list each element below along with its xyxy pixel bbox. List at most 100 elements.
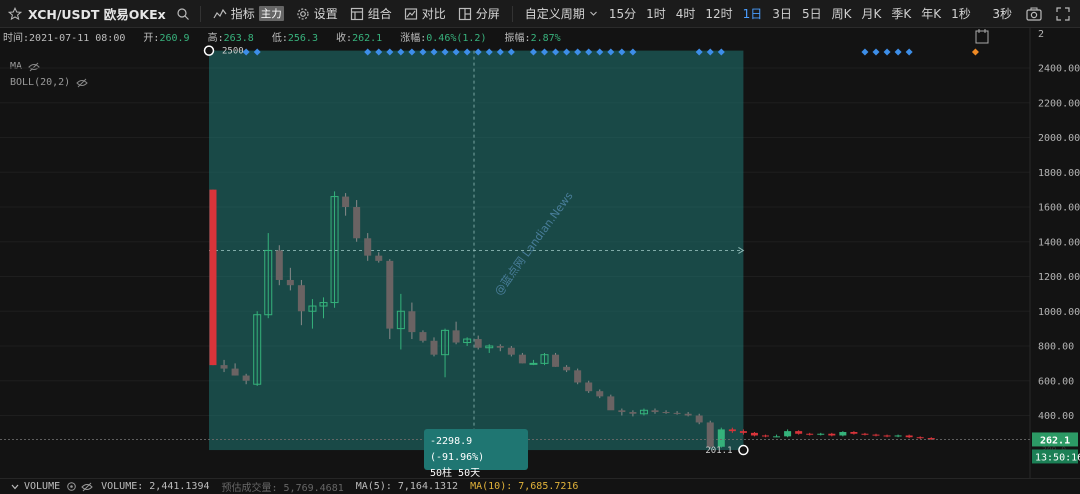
indicators-button[interactable]: 指标 主力 <box>207 5 290 22</box>
signal-marker <box>242 48 250 56</box>
ma10-value: 7,685.7216 <box>518 481 579 492</box>
interval-quarter[interactable]: 季K <box>891 7 912 21</box>
candle-body <box>353 207 361 239</box>
signal-marker <box>618 48 626 56</box>
interval-year[interactable]: 年K <box>921 7 942 21</box>
camera-icon[interactable] <box>1026 7 1042 21</box>
chevron-down-icon <box>589 11 597 16</box>
candle-body <box>762 435 769 437</box>
interval-month[interactable]: 月K <box>861 7 882 21</box>
signal-marker <box>872 48 880 56</box>
split-screen-button[interactable]: 分屏 <box>452 5 506 22</box>
candle-body <box>728 429 736 432</box>
signal-marker <box>441 48 449 56</box>
star-icon[interactable] <box>8 6 22 21</box>
layout-icon <box>350 7 363 20</box>
measure-end-handle <box>738 444 749 456</box>
settings-small-icon[interactable] <box>66 481 77 492</box>
price-tick-label: 1400.00 <box>1038 237 1080 248</box>
candle-body <box>209 189 217 366</box>
volume-legend: VOLUME VOLUME: 2,441.1394 预估成交量: 5,769.468… <box>0 478 1080 494</box>
candle-body <box>773 436 781 438</box>
current-price-tag <box>1032 432 1078 447</box>
fullscreen-icon[interactable] <box>1056 6 1070 21</box>
candle-body <box>463 338 472 344</box>
close-value: 262.1 <box>352 33 383 44</box>
eye-off-icon[interactable] <box>76 78 88 88</box>
price-tick-label: 1800.00 <box>1038 168 1080 179</box>
candle-body <box>662 412 670 414</box>
candle-body <box>396 310 405 330</box>
interval-1s[interactable]: 1秒 <box>951 7 971 21</box>
candle-body <box>916 437 924 439</box>
candle-body <box>850 432 858 434</box>
candle-body <box>905 435 913 438</box>
candle-body <box>474 339 482 348</box>
interval-1d[interactable]: 1日 <box>742 7 763 21</box>
candle-body <box>629 412 637 414</box>
candle-body <box>375 255 383 261</box>
candle-body <box>231 368 239 376</box>
compare-icon <box>404 7 417 20</box>
search-icon[interactable] <box>176 7 190 21</box>
volume-value: 2,441.1394 <box>149 481 210 492</box>
alarm-icon[interactable] <box>975 29 989 44</box>
interval-12h[interactable]: 12时 <box>705 7 733 21</box>
price-tick-label: 2400.00 <box>1038 64 1080 75</box>
candle-body <box>673 412 681 414</box>
candle-body <box>308 305 317 312</box>
candle-body <box>872 434 880 436</box>
candle-body <box>264 249 273 316</box>
change-label: 涨幅: <box>400 33 427 44</box>
price-tick-label: 2000.00 <box>1038 133 1080 144</box>
signal-marker <box>397 48 405 56</box>
symbol-label: XCH/USDT 欧易OKEx <box>28 7 166 22</box>
candle-body <box>253 314 262 385</box>
candle-body <box>330 196 339 304</box>
interval-3d[interactable]: 3日 <box>772 7 792 21</box>
signal-marker <box>430 48 438 56</box>
price-tick-label: 600.00 <box>1038 376 1074 387</box>
time-value: 2021-07-11 08:00 <box>29 33 126 44</box>
signal-marker <box>894 48 902 56</box>
interval-1h[interactable]: 1时 <box>646 7 666 21</box>
candle-body <box>441 329 450 356</box>
signal-marker <box>905 48 913 56</box>
candle-body <box>419 332 427 341</box>
candle-body <box>242 375 250 381</box>
eye-off-icon[interactable] <box>28 62 40 72</box>
symbol-title[interactable]: XCH/USDT 欧易OKEx <box>0 4 172 23</box>
settings-button[interactable]: 设置 <box>290 5 344 22</box>
interval-15m[interactable]: 15分 <box>608 7 637 21</box>
compare-button[interactable]: 对比 <box>398 5 452 22</box>
main-badge: 主力 <box>258 6 284 21</box>
time-label: 时间: <box>3 33 30 44</box>
countdown-tag <box>1032 449 1078 464</box>
refresh-interval[interactable]: 3秒 <box>992 7 1012 21</box>
measure-change: -2298.9 (-91.96%) <box>430 436 485 463</box>
interval-4h[interactable]: 4时 <box>675 7 696 21</box>
signal-marker <box>629 48 637 56</box>
interval-week[interactable]: 周K <box>831 7 852 21</box>
chevron-down-icon[interactable] <box>10 482 20 492</box>
current-price-value: 262.1 <box>1040 435 1070 446</box>
measure-start-handle <box>203 45 215 56</box>
candle-body <box>319 302 328 307</box>
toolbar-divider <box>511 5 513 22</box>
signal-marker <box>375 48 383 56</box>
crosshair-arrow <box>738 247 745 254</box>
custom-period-dropdown[interactable]: 自定义周期 <box>519 5 604 22</box>
ma-indicator[interactable]: MA <box>10 59 88 75</box>
candle-body <box>574 370 582 383</box>
price-tick-label: 2200.00 <box>1038 98 1080 109</box>
eye-off-icon[interactable] <box>81 482 93 492</box>
candle-body <box>883 435 891 437</box>
interval-5d[interactable]: 5日 <box>801 7 822 21</box>
price-tick-label: 1000.00 <box>1038 307 1080 318</box>
boll-indicator[interactable]: BOLL(20,2) <box>10 75 88 91</box>
candle-body <box>817 433 825 435</box>
combo-button[interactable]: 组合 <box>344 5 398 22</box>
split-label: 分屏 <box>475 7 500 21</box>
toolbar: XCH/USDT 欧易OKEx 指标 主力 设置 组合 对比 分屏 自定义周期 … <box>0 0 1080 28</box>
